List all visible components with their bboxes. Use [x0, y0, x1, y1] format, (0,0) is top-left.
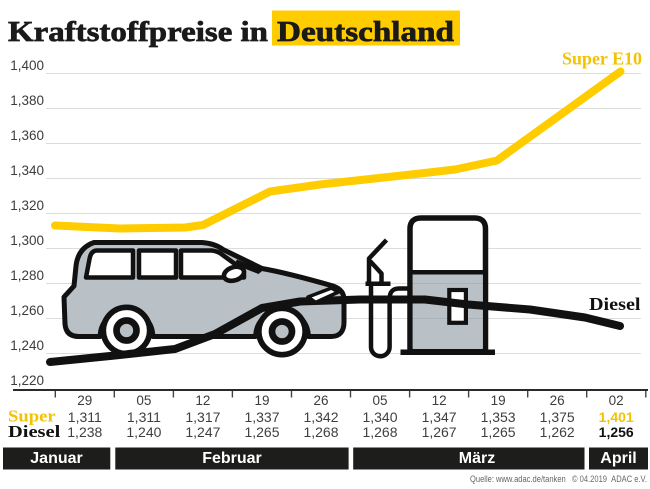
svg-text:1,265: 1,265: [244, 424, 279, 440]
svg-text:1,256: 1,256: [599, 424, 634, 440]
svg-text:1,342: 1,342: [303, 409, 338, 425]
svg-text:1,337: 1,337: [244, 409, 279, 425]
svg-text:1,320: 1,320: [10, 198, 44, 213]
svg-text:1,400: 1,400: [10, 58, 44, 73]
svg-text:Diesel: Diesel: [589, 294, 641, 314]
svg-text:02: 02: [609, 393, 624, 408]
svg-text:26: 26: [550, 393, 565, 408]
svg-text:1,353: 1,353: [481, 409, 516, 425]
svg-text:12: 12: [195, 393, 210, 408]
svg-text:1,240: 1,240: [10, 338, 44, 353]
svg-text:Februar: Februar: [202, 450, 262, 467]
svg-text:1,240: 1,240: [126, 424, 161, 440]
svg-text:1,268: 1,268: [362, 424, 397, 440]
svg-text:1,238: 1,238: [67, 424, 102, 440]
svg-text:19: 19: [254, 393, 269, 408]
svg-text:1,247: 1,247: [185, 424, 220, 440]
svg-text:1,220: 1,220: [10, 373, 44, 388]
svg-text:1,265: 1,265: [481, 424, 516, 440]
svg-text:1,347: 1,347: [422, 409, 457, 425]
svg-text:März: März: [459, 450, 495, 467]
svg-text:19: 19: [491, 393, 506, 408]
svg-text:05: 05: [136, 393, 151, 408]
svg-text:Super: Super: [8, 407, 56, 426]
svg-text:1,260: 1,260: [10, 303, 44, 318]
svg-text:1,280: 1,280: [10, 268, 44, 283]
svg-text:Quelle: www.adac.de/tanken ©: Quelle: www.adac.de/tanken © 04.2019 ADA…: [470, 474, 647, 484]
svg-text:1,340: 1,340: [362, 409, 397, 425]
svg-text:1,380: 1,380: [10, 93, 44, 108]
svg-text:05: 05: [372, 393, 387, 408]
svg-text:1,262: 1,262: [540, 424, 575, 440]
svg-text:1,360: 1,360: [10, 128, 44, 143]
svg-text:Januar: Januar: [30, 450, 82, 467]
svg-text:Super E10: Super E10: [562, 49, 642, 69]
svg-text:1,267: 1,267: [422, 424, 457, 440]
svg-text:1,311: 1,311: [68, 409, 102, 425]
svg-text:1,300: 1,300: [10, 233, 44, 248]
svg-text:Kraftstoffpreise in: Kraftstoffpreise in: [8, 16, 268, 48]
svg-text:Deutschland: Deutschland: [277, 16, 454, 48]
svg-text:1,317: 1,317: [185, 409, 220, 425]
svg-text:1,401: 1,401: [599, 409, 634, 425]
svg-text:Diesel: Diesel: [8, 422, 61, 441]
svg-text:1,375: 1,375: [540, 409, 575, 425]
svg-text:1,311: 1,311: [127, 409, 161, 425]
svg-text:1,340: 1,340: [10, 163, 44, 178]
svg-text:26: 26: [313, 393, 328, 408]
svg-text:1,268: 1,268: [303, 424, 338, 440]
svg-text:29: 29: [77, 393, 92, 408]
svg-text:12: 12: [432, 393, 447, 408]
svg-text:April: April: [600, 450, 636, 467]
